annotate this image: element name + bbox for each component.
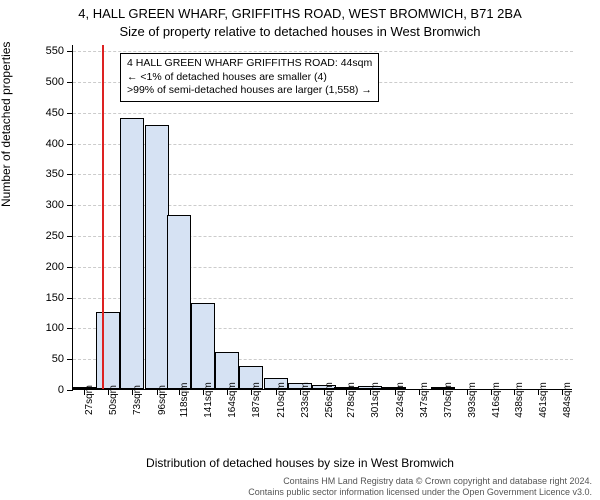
ytick-label: 100 bbox=[24, 322, 64, 334]
ytick-label: 550 bbox=[24, 45, 64, 57]
xtick-label: 393sqm bbox=[467, 382, 478, 418]
gridline bbox=[73, 51, 573, 52]
ytick bbox=[67, 205, 73, 206]
ytick bbox=[67, 298, 73, 299]
ytick bbox=[67, 174, 73, 175]
ytick-label: 200 bbox=[24, 261, 64, 273]
xtick-label: 324sqm bbox=[395, 382, 406, 418]
xtick-label: 461sqm bbox=[538, 382, 549, 418]
xtick-label: 416sqm bbox=[491, 382, 502, 418]
chart-container: 27sqm50sqm73sqm96sqm118sqm141sqm164sqm18… bbox=[72, 45, 572, 390]
chart-title-main: 4, HALL GREEN WHARF, GRIFFITHS ROAD, WES… bbox=[0, 6, 600, 21]
ytick bbox=[67, 51, 73, 52]
footer-line1: Contains HM Land Registry data © Crown c… bbox=[248, 476, 592, 487]
ytick-label: 0 bbox=[24, 384, 64, 396]
reference-line bbox=[102, 45, 104, 389]
xtick-label: 96sqm bbox=[157, 385, 168, 415]
ytick-label: 50 bbox=[24, 353, 64, 365]
histogram-bar bbox=[145, 125, 169, 389]
ytick-label: 350 bbox=[24, 168, 64, 180]
xtick-label: 301sqm bbox=[370, 382, 381, 418]
histogram-bar bbox=[191, 303, 215, 389]
footer: Contains HM Land Registry data © Crown c… bbox=[248, 476, 592, 498]
xtick-label: 141sqm bbox=[203, 382, 214, 418]
footer-line2: Contains public sector information licen… bbox=[248, 487, 592, 498]
annotation-line2: ← <1% of detached houses are smaller (4) bbox=[127, 71, 372, 85]
ytick bbox=[67, 328, 73, 329]
histogram-bar bbox=[96, 312, 120, 389]
ytick bbox=[67, 82, 73, 83]
x-axis-label: Distribution of detached houses by size … bbox=[0, 456, 600, 470]
xtick-label: 164sqm bbox=[227, 382, 238, 418]
ytick-label: 500 bbox=[24, 76, 64, 88]
ytick-label: 400 bbox=[24, 138, 64, 150]
ytick-label: 250 bbox=[24, 230, 64, 242]
xtick-label: 210sqm bbox=[276, 382, 287, 418]
ytick bbox=[67, 359, 73, 360]
xtick-label: 73sqm bbox=[132, 385, 143, 415]
ytick bbox=[67, 144, 73, 145]
ytick-label: 150 bbox=[24, 292, 64, 304]
ytick bbox=[67, 390, 73, 391]
chart-title-sub: Size of property relative to detached ho… bbox=[0, 24, 600, 39]
xtick-label: 256sqm bbox=[324, 382, 335, 418]
xtick-label: 370sqm bbox=[443, 382, 454, 418]
histogram-bar bbox=[120, 118, 144, 389]
xtick-label: 118sqm bbox=[179, 383, 190, 418]
gridline bbox=[73, 113, 573, 114]
ytick bbox=[67, 113, 73, 114]
histogram-bar bbox=[167, 215, 191, 389]
ytick bbox=[67, 236, 73, 237]
xtick-label: 27sqm bbox=[84, 385, 95, 415]
xtick-label: 484sqm bbox=[562, 382, 573, 418]
xtick-label: 50sqm bbox=[108, 385, 119, 415]
annotation-box: 4 HALL GREEN WHARF GRIFFITHS ROAD: 44sqm… bbox=[120, 53, 379, 102]
xtick-label: 347sqm bbox=[419, 382, 430, 418]
xtick-label: 278sqm bbox=[346, 382, 357, 418]
ytick-label: 300 bbox=[24, 199, 64, 211]
xtick-label: 233sqm bbox=[300, 382, 311, 418]
xtick-label: 438sqm bbox=[514, 382, 525, 418]
ytick-label: 450 bbox=[24, 107, 64, 119]
xtick-label: 187sqm bbox=[251, 382, 262, 418]
annotation-line1: 4 HALL GREEN WHARF GRIFFITHS ROAD: 44sqm bbox=[127, 57, 372, 71]
y-axis-label: Number of detached properties bbox=[0, 42, 13, 207]
annotation-line3: >99% of semi-detached houses are larger … bbox=[127, 84, 372, 98]
ytick bbox=[67, 267, 73, 268]
